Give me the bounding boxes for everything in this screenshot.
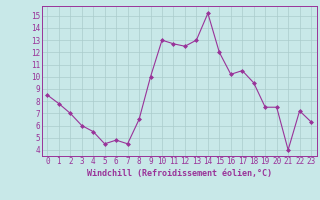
X-axis label: Windchill (Refroidissement éolien,°C): Windchill (Refroidissement éolien,°C)	[87, 169, 272, 178]
